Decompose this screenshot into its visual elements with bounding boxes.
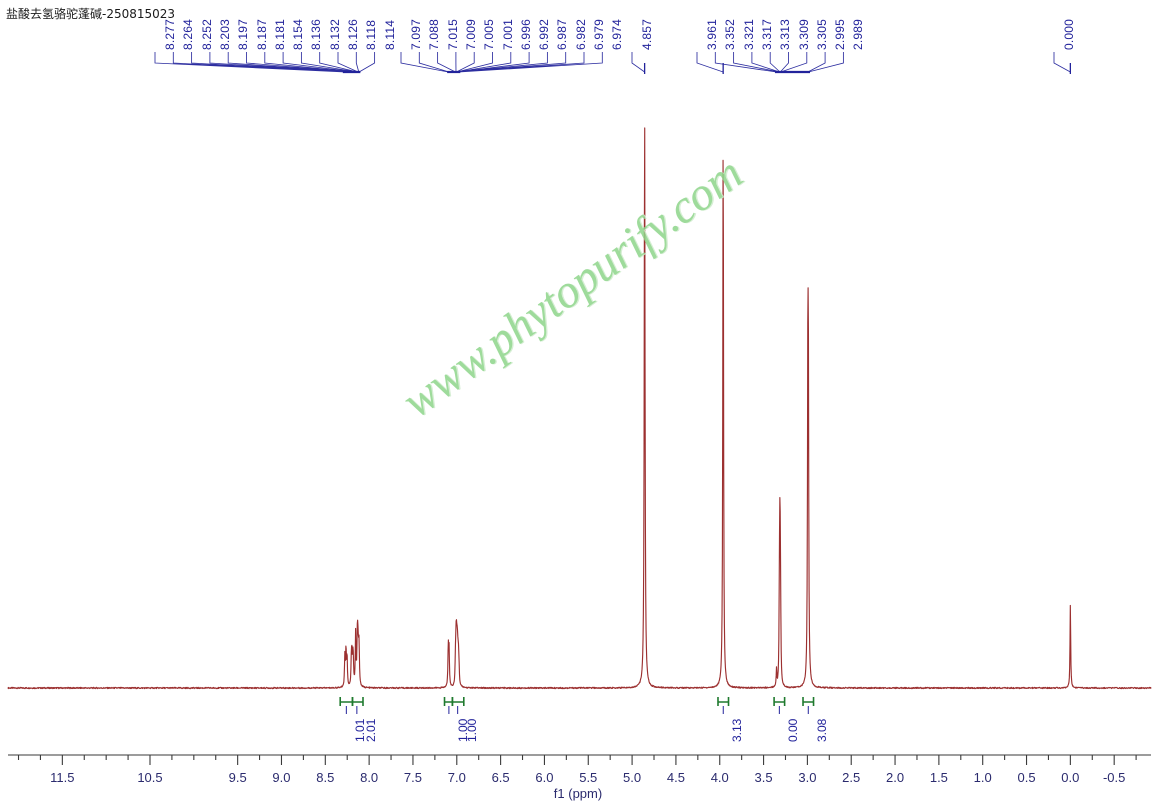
integral-bracket: [443, 697, 454, 706]
axis-title: f1 (ppm): [553, 786, 603, 801]
integral-bracket: [451, 697, 465, 706]
integral-markers: [339, 697, 815, 714]
axis-tick-label: 0.5: [1017, 770, 1036, 785]
axis-tick-label: 7.0: [447, 770, 466, 785]
axis-tick-label: 1.5: [929, 770, 948, 785]
axis-tick-label: 9.0: [272, 770, 291, 785]
axis-tick-label: 3.5: [754, 770, 773, 785]
multiplet-connectors: [154, 52, 1072, 74]
axis-tick-label: 4.0: [710, 770, 729, 785]
axis-tick-label: 5.0: [623, 770, 642, 785]
axis-tick-label: 9.5: [228, 770, 247, 785]
axis-tick-label: 10.5: [137, 770, 163, 785]
axis-tick-label: 2.0: [886, 770, 905, 785]
axis-tick-label: 7.5: [403, 770, 422, 785]
axis-tick-label: 2.5: [842, 770, 861, 785]
spectrum-trace: [7, 127, 1152, 690]
axis-tick-label: 11.5: [50, 770, 75, 785]
spectrum-line: [7, 127, 1152, 690]
axis-tick-label: 6.5: [491, 770, 510, 785]
axis-tick-label: 5.5: [579, 770, 598, 785]
axis-tick-label: 6.0: [535, 770, 554, 785]
integral-bracket: [802, 697, 815, 706]
integral-bracket: [717, 697, 730, 706]
x-axis: 11.5 10.5 9.5 9.0 8.5 8.0 7.5 7.0 6.5 6.0 5.5 5.0 4.…: [0, 752, 1159, 810]
axis-tick-label: 8.5: [316, 770, 335, 785]
integral-bracket: [351, 697, 364, 706]
axis-tick-label: 8.0: [360, 770, 379, 785]
connector-lines: [154, 52, 1071, 73]
axis-line: [8, 754, 1151, 765]
axis-ruler: [8, 754, 1151, 765]
axis-tick-label: 0.0: [1061, 770, 1080, 785]
integral-bracket: [773, 697, 786, 706]
axis-tick-label: 4.5: [666, 770, 685, 785]
integral-bracket: [339, 697, 354, 706]
sample-title: 盐酸去氢骆驼蓬碱-250815023: [6, 7, 176, 21]
axis-tick-label: 1.0: [973, 770, 992, 785]
axis-tick-label: -0.5: [1102, 770, 1126, 785]
axis-tick-label: 3.0: [798, 770, 817, 785]
